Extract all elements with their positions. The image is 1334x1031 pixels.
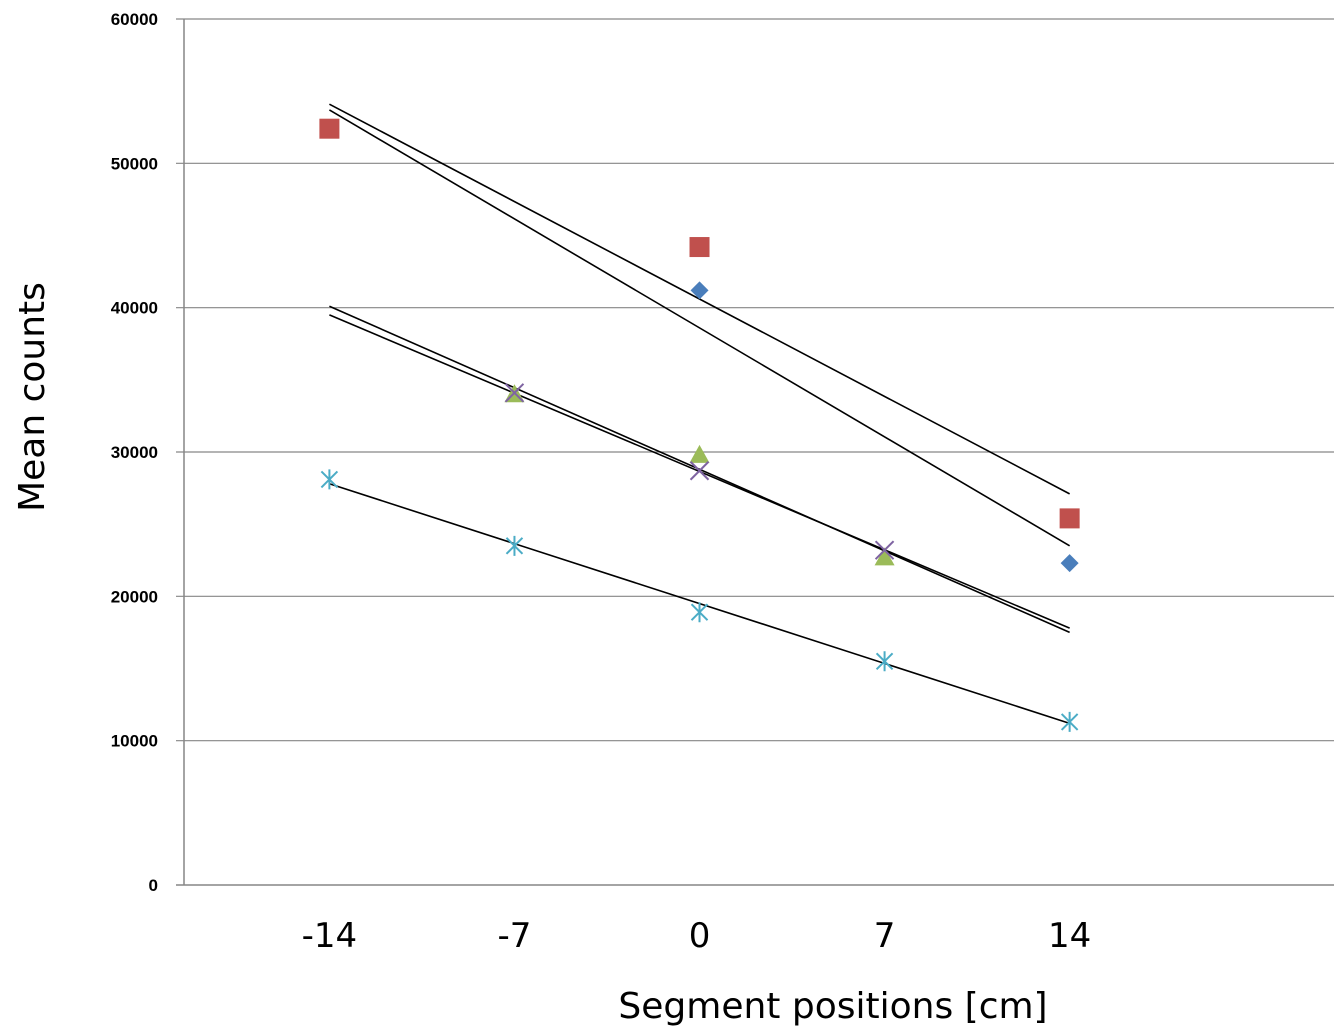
data-point-square bbox=[1059, 508, 1080, 529]
x-tick-label: 14 bbox=[1048, 916, 1091, 956]
y-tick-label: 30000 bbox=[111, 443, 158, 462]
y-tick-label: 60000 bbox=[111, 10, 158, 29]
y-tick-label: 40000 bbox=[111, 299, 158, 318]
y-tick-label: 20000 bbox=[111, 587, 158, 606]
data-point-diamond bbox=[690, 281, 709, 300]
y-axis-title: Mean counts bbox=[12, 282, 53, 512]
data-point-star bbox=[875, 651, 894, 672]
data-points bbox=[319, 118, 1080, 732]
x-tick-labels: -14 -7 0 7 14 bbox=[302, 916, 1092, 956]
data-point-x bbox=[504, 383, 525, 403]
y-tick-labels: 0 10000 20000 30000 40000 50000 60000 bbox=[111, 10, 158, 895]
trendlines bbox=[328, 103, 1071, 725]
x-axis-title: Segment positions [cm] bbox=[618, 986, 1047, 1027]
data-point-x bbox=[689, 461, 710, 481]
gridlines bbox=[176, 18, 1334, 742]
y-tick-label: 0 bbox=[149, 876, 158, 895]
data-point-x bbox=[874, 540, 895, 560]
x-tick-label: -14 bbox=[302, 916, 358, 956]
x-tick-label: -7 bbox=[498, 916, 532, 956]
data-point-square bbox=[319, 118, 340, 139]
x-tick-label: 7 bbox=[874, 916, 896, 956]
data-point-diamond bbox=[1060, 554, 1079, 573]
y-tick-label: 10000 bbox=[111, 732, 158, 751]
data-point-star bbox=[505, 535, 524, 556]
data-point-star bbox=[1060, 711, 1079, 732]
trendline bbox=[329, 305, 1070, 634]
data-point-triangle bbox=[689, 444, 710, 463]
data-point-triangle bbox=[874, 547, 895, 566]
y-tick-label: 50000 bbox=[111, 154, 158, 173]
data-point-square bbox=[689, 237, 710, 258]
data-point-star bbox=[320, 469, 339, 490]
trendline bbox=[328, 109, 1071, 547]
x-tick-label: 0 bbox=[689, 916, 711, 956]
data-point-star bbox=[690, 602, 709, 623]
